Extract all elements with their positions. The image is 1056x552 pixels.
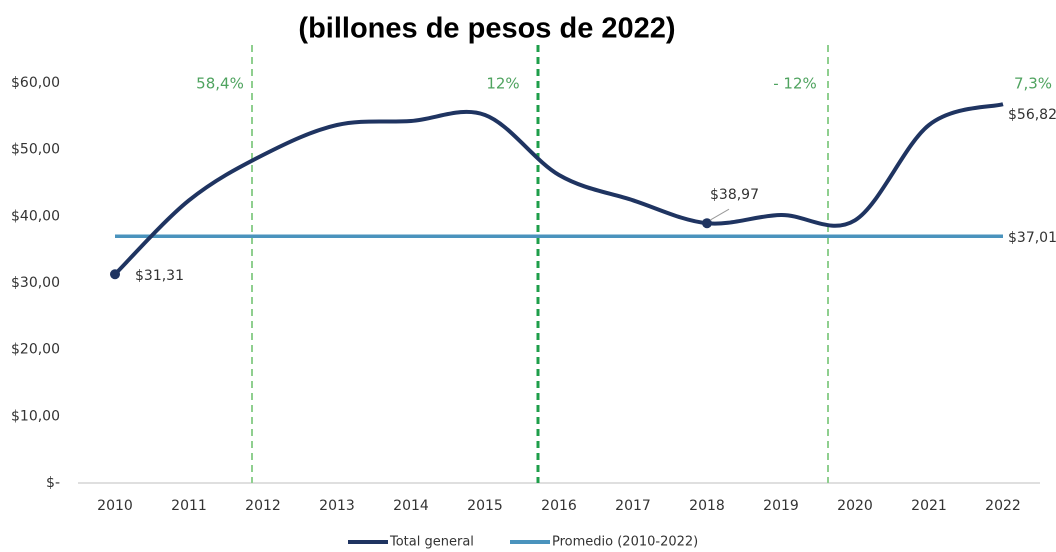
leader-line bbox=[709, 208, 730, 221]
y-tick-label: $- bbox=[46, 475, 60, 491]
x-tick-label: 2011 bbox=[171, 498, 207, 514]
annotation: 58,4% bbox=[196, 75, 244, 93]
x-tick-label: 2022 bbox=[985, 498, 1021, 514]
data-label: $37,01 bbox=[1008, 230, 1056, 246]
x-tick-label: 2012 bbox=[245, 498, 281, 514]
x-tick-label: 2020 bbox=[837, 498, 873, 514]
data-label: $31,31 bbox=[135, 268, 184, 284]
data-label: $56,82 bbox=[1008, 107, 1056, 123]
x-tick-label: 2018 bbox=[689, 498, 725, 514]
x-tick-label: 2015 bbox=[467, 498, 503, 514]
y-tick-label: $50,00 bbox=[11, 142, 60, 158]
x-tick-label: 2014 bbox=[393, 498, 429, 514]
x-tick-label: 2019 bbox=[763, 498, 799, 514]
x-tick-label: 2021 bbox=[911, 498, 947, 514]
legend-label: Total general bbox=[389, 535, 474, 550]
data-point bbox=[110, 269, 120, 280]
chart-title: (billones de pesos de 2022) bbox=[298, 13, 675, 45]
x-tick-label: 2017 bbox=[615, 498, 651, 514]
series-line bbox=[113, 102, 1004, 276]
x-tick-label: 2016 bbox=[541, 498, 577, 514]
x-tick-label: 2010 bbox=[97, 498, 133, 514]
data-point bbox=[702, 218, 712, 229]
y-tick-label: $10,00 bbox=[11, 408, 60, 424]
annotation: 7,3% bbox=[1014, 75, 1052, 93]
annotation: - 12% bbox=[773, 75, 817, 93]
y-tick-label: $40,00 bbox=[11, 208, 60, 224]
y-tick-label: $30,00 bbox=[11, 275, 60, 291]
data-label: $38,97 bbox=[710, 187, 759, 203]
legend-label: Promedio (2010-2022) bbox=[552, 535, 698, 550]
y-tick-label: $20,00 bbox=[11, 342, 60, 358]
x-tick-label: 2013 bbox=[319, 498, 355, 514]
annotation: 12% bbox=[486, 75, 519, 93]
y-tick-label: $60,00 bbox=[11, 75, 60, 91]
